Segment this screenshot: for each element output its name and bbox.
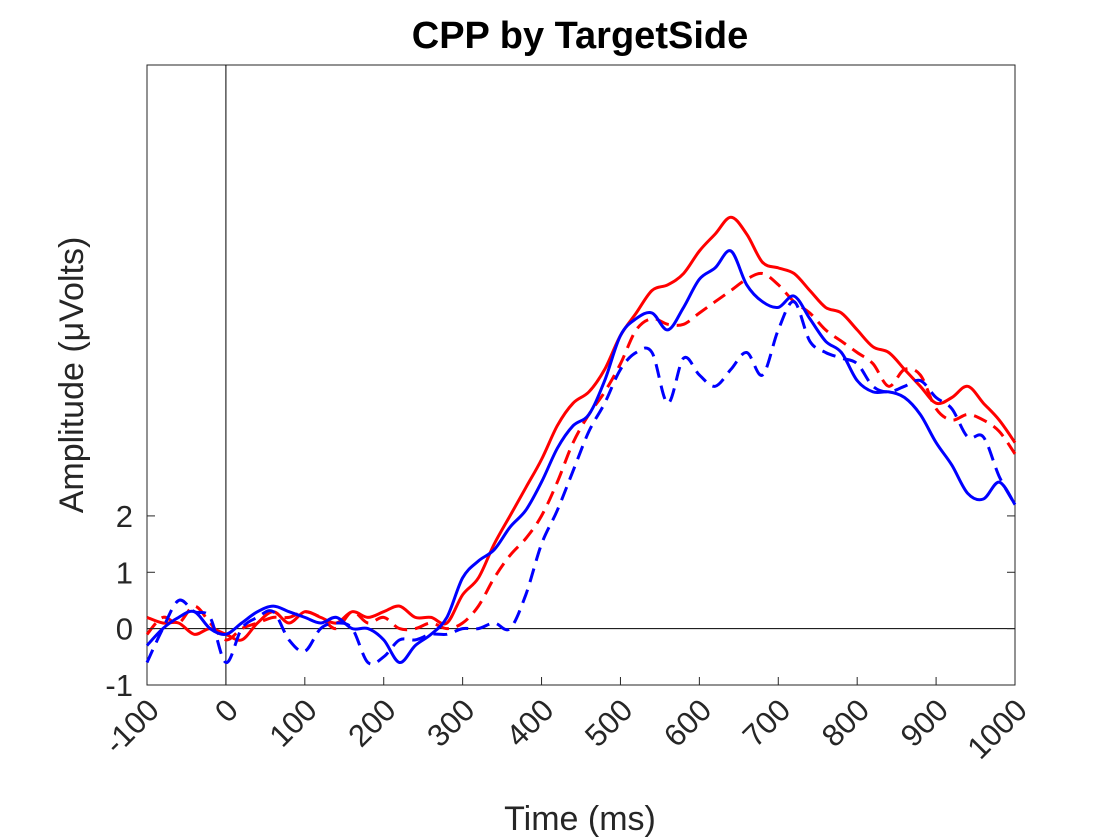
series-line-1: [146, 215, 1017, 642]
y-tick-label: 2: [116, 499, 133, 534]
y-axis-label: Amplitude (μVolts): [53, 237, 91, 514]
y-tick-label: 0: [116, 612, 133, 647]
series-line-3: [145, 249, 1017, 664]
x-axis-label: Time (ms): [504, 800, 656, 838]
y-tick-label: 1: [116, 555, 133, 590]
y-axis-ticks: -1 0 1 2: [105, 499, 1015, 703]
series-line-4: [145, 300, 1017, 666]
series-layer: [145, 215, 1017, 666]
axes-box: [146, 64, 1016, 686]
plot-area: -100 0 100 200 300 400 500 600 700 800 900 1000 -10…: [97, 64, 1034, 766]
series-line-2: [145, 271, 1017, 642]
y-tick-label: -1: [105, 668, 133, 703]
chart-title: CPP by TargetSide: [412, 15, 748, 57]
